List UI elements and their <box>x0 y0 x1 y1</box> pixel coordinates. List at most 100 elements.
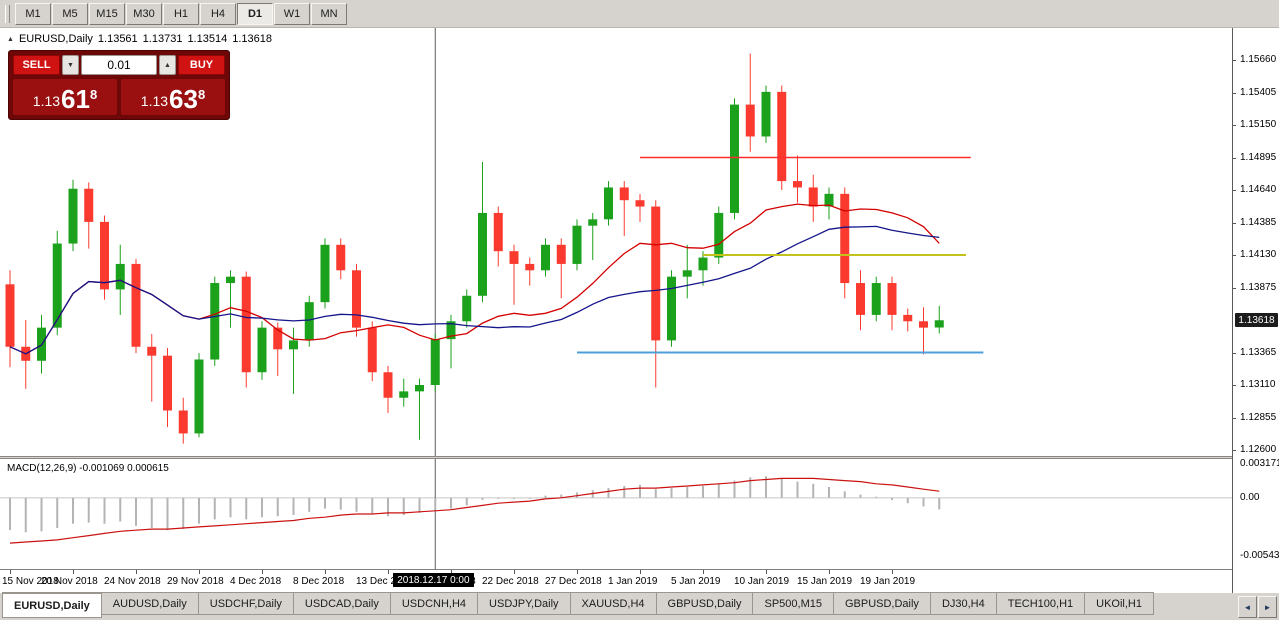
date-axis-label: 5 Jan 2019 <box>671 576 721 587</box>
candle <box>68 179 78 252</box>
timeframe-button-mn[interactable]: MN <box>311 2 347 25</box>
chart-tabs: EURUSD,Daily AUDUSD,Daily USDCHF,Daily USDC… <box>2 592 1235 618</box>
chart-title: ▲ EURUSD,Daily 1.13561 1.13731 1.13514 1… <box>7 33 272 45</box>
price-axis-tick <box>1233 287 1236 289</box>
macd-histogram-bar <box>355 497 358 512</box>
chart-tab-usdcad-daily[interactable]: USDCAD,Daily <box>293 592 391 615</box>
volume-increase-button[interactable]: ▲ <box>159 55 176 75</box>
timeframe-button-m1[interactable]: M1 <box>15 2 51 25</box>
macd-histogram-bar <box>72 497 74 524</box>
candle <box>241 271 251 388</box>
price-axis-tick <box>1233 60 1236 61</box>
date-axis-tick <box>10 570 11 574</box>
volume-dropdown-button[interactable]: ▼ <box>62 55 79 75</box>
macd-histogram-bar <box>387 497 389 517</box>
macd-histogram-bar <box>686 487 689 498</box>
macd-histogram-bar <box>828 487 830 498</box>
macd-histogram-bar <box>780 478 783 498</box>
macd-histogram-bar <box>733 480 736 498</box>
buy-price-prefix: 1.13 <box>140 93 169 109</box>
candle <box>682 244 692 299</box>
timeframe-button-h4[interactable]: H4 <box>200 2 236 25</box>
timeframe-button-w1[interactable]: W1 <box>274 2 310 25</box>
macd-histogram-bar <box>292 497 295 516</box>
date-axis[interactable]: 15 Nov 2018 20 Nov 2018 24 Nov 2018 29 Nov … <box>0 570 1232 593</box>
tabs-scroll-left-button[interactable]: ◄ <box>1238 596 1257 618</box>
sell-price-main: 61 <box>61 84 90 114</box>
price-axis-tick <box>1233 125 1236 126</box>
chart-symbol-label: EURUSD,Daily <box>18 33 93 45</box>
candle <box>871 276 881 322</box>
price-axis-label: 1.12600 <box>1240 444 1277 455</box>
price-axis[interactable]: 1.15660 1.15405 1.15150 1.14895 1.14640 1.143… <box>1232 28 1279 593</box>
candle <box>651 200 661 388</box>
price-axis-tick <box>1233 222 1236 224</box>
candle <box>367 321 377 382</box>
date-axis-label: 19 Jan 2019 <box>860 576 916 587</box>
date-axis-label: 22 Dec 2018 <box>482 576 539 587</box>
date-axis-tick <box>451 570 452 574</box>
chart-collapse-icon[interactable]: ▲ <box>7 35 14 43</box>
candle <box>777 85 787 190</box>
candle <box>635 193 645 222</box>
date-axis-tick <box>73 570 74 574</box>
price-axis-tick <box>1233 255 1236 256</box>
candle <box>903 308 913 332</box>
macd-histogram-bar <box>434 497 437 511</box>
timeframe-button-h1[interactable]: H1 <box>163 2 199 25</box>
sell-button[interactable]: SELL <box>13 55 60 75</box>
triangle-left-icon: ◄ <box>1243 602 1252 612</box>
macd-axis-label: 0.00 <box>1240 491 1260 503</box>
date-axis-tick <box>703 570 704 574</box>
timeframe-button-m30[interactable]: M30 <box>126 2 162 25</box>
candle <box>588 212 598 261</box>
macd-histogram-bar <box>497 497 500 499</box>
candle <box>840 187 850 299</box>
candle <box>919 307 928 355</box>
price-chart[interactable] <box>0 28 1232 456</box>
date-axis-tick <box>262 570 263 574</box>
candle <box>304 295 314 347</box>
date-axis-label: 24 Nov 2018 <box>104 576 161 587</box>
macd-histogram-bar <box>276 497 279 517</box>
chart-tab-tech100-h1[interactable]: TECH100,H1 <box>996 592 1086 615</box>
timeframe-button-m15[interactable]: M15 <box>89 2 125 25</box>
macd-histogram-bar <box>40 497 43 532</box>
chart-tab-gbpusd-daily[interactable]: GBPUSD,Daily <box>833 592 931 615</box>
chart-tab-gbpusd-daily[interactable]: GBPUSD,Daily <box>656 592 754 615</box>
chart-tab-sp500-m15[interactable]: SP500,M15 <box>753 592 834 615</box>
sell-price-pip: 8 <box>89 87 98 102</box>
volume-input[interactable] <box>81 55 157 75</box>
timeframe-button-d1[interactable]: D1 <box>237 2 273 25</box>
macd-chart[interactable] <box>0 459 1232 569</box>
macd-histogram-bar <box>402 497 405 516</box>
sell-price-display[interactable]: 1.13 61 8 <box>13 79 117 115</box>
macd-histogram-bar <box>560 494 563 498</box>
buy-price-pip: 8 <box>197 87 206 102</box>
timeframe-button-m5[interactable]: M5 <box>52 2 88 25</box>
chart-tab-eurusd-daily[interactable]: EURUSD,Daily <box>2 592 102 618</box>
chart-tab-audusd-daily[interactable]: AUDUSD,Daily <box>101 592 199 615</box>
macd-histogram-bar <box>150 497 153 529</box>
macd-histogram-bar <box>450 497 452 509</box>
macd-histogram-bar <box>465 497 468 506</box>
candle <box>887 276 897 331</box>
macd-histogram-bar <box>261 497 263 518</box>
panel-splitter[interactable] <box>0 456 1232 459</box>
chart-tab-usdjpy-daily[interactable]: USDJPY,Daily <box>478 592 571 615</box>
candle <box>730 98 739 220</box>
buy-price-display[interactable]: 1.13 63 8 <box>121 79 225 115</box>
chart-tab-usdcnh-h4[interactable]: USDCNH,H4 <box>390 592 479 615</box>
chart-tab-ukoil-h1[interactable]: UKOil,H1 <box>1085 592 1154 615</box>
chart-tab-xauusd-h4[interactable]: XAUUSD,H4 <box>570 592 657 615</box>
macd-histogram-bar <box>513 497 515 499</box>
buy-price-main: 63 <box>169 84 198 114</box>
buy-button[interactable]: BUY <box>178 55 225 75</box>
candle <box>525 257 535 286</box>
chart-tab-usdchf-daily[interactable]: USDCHF,Daily <box>198 592 294 615</box>
tabs-scroll-right-button[interactable]: ► <box>1258 596 1277 618</box>
price-axis-label: 1.13365 <box>1240 346 1277 358</box>
timeframes-toolbar: M1 M5 M15 M30 H1 H4 D1 W1 MN <box>0 0 1279 28</box>
chart-tab-dj30-h4[interactable]: DJ30,H4 <box>930 592 997 615</box>
toolbar-grip[interactable] <box>5 4 10 23</box>
